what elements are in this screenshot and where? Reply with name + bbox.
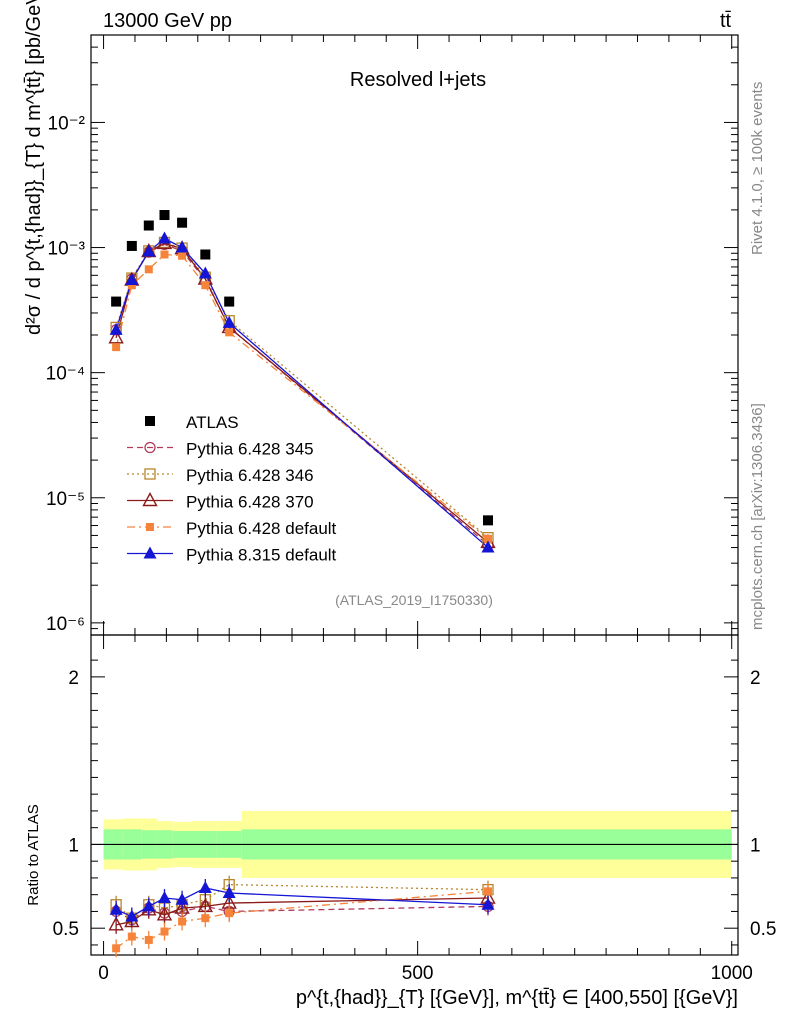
ratio-point [125, 909, 139, 922]
ratio-panel: 0 500 1000 0.5 0.5 1 1 2 2 [53, 634, 776, 984]
data-point [108, 329, 124, 344]
ratio-point [198, 880, 212, 893]
ratio-point [142, 899, 156, 912]
legend-label: Pythia 6.428 345 [186, 440, 314, 459]
ratio-point [112, 944, 121, 953]
ratio-line [115, 890, 489, 949]
data-point [126, 240, 137, 251]
data-point [482, 515, 493, 526]
legend-label: ATLAS [186, 413, 239, 432]
ratio-frame [90, 634, 739, 956]
ratio-y-tick-label-right: 1 [750, 835, 761, 856]
data-point [160, 250, 169, 259]
legend-label: Pythia 8.315 default [186, 546, 337, 565]
analysis-id: (ATLAS_2019_I1750330) [335, 592, 493, 608]
legend-marker [145, 416, 155, 426]
data-point [142, 244, 156, 257]
legend-marker [142, 492, 158, 507]
series-line [115, 241, 489, 539]
ratio-point [201, 914, 210, 923]
data-point [224, 296, 235, 307]
data-point [111, 296, 122, 307]
data-point [483, 534, 492, 543]
ratio-point [481, 897, 495, 910]
data-point [143, 220, 154, 231]
beam-energy-label: 13000 GeV pp [103, 10, 232, 32]
data-point [200, 249, 211, 260]
ratio-y-tick-label: 2 [68, 668, 79, 689]
legend-label: Pythia 6.428 346 [186, 466, 314, 485]
legend: ATLAS Pythia 6.428 345 Pythia 6.428 346 Pyt… [127, 413, 337, 565]
data-point [109, 322, 123, 335]
data-point [144, 265, 153, 274]
data-point [177, 217, 188, 228]
ratio-xlabel: p^{t,{had}}_{T} [{GeV}], m^{tt̄} ∈ [400,… [296, 987, 738, 1009]
data-point [222, 315, 236, 328]
ratio-point [109, 902, 123, 915]
ratio-point [222, 886, 236, 899]
ratio-ylabel: Ratio to ATLAS [25, 804, 42, 905]
ratio-point [108, 916, 124, 931]
y-tick-label: 10⁻³ [48, 239, 86, 260]
x-tick-label: 0 [98, 963, 109, 984]
legend-marker [143, 546, 157, 559]
ratio-point [156, 906, 173, 921]
legend-label: Pythia 6.428 default [186, 519, 337, 538]
legend-marker [144, 468, 156, 480]
ratio-point [483, 887, 492, 896]
data-point [127, 281, 136, 290]
ratio-line [115, 905, 489, 921]
ratio-point [160, 927, 169, 936]
panel-title: Resolved l+jets [350, 69, 486, 91]
x-tick-label: 500 [402, 963, 434, 984]
legend-marker [146, 523, 154, 531]
data-point [157, 231, 171, 244]
ratio-point [127, 932, 136, 941]
x-tick-label: 1000 [711, 963, 753, 984]
ratio-point [175, 892, 189, 905]
ratio-y-tick-label: 1 [68, 835, 79, 856]
data-point [198, 266, 212, 279]
data-point [159, 210, 170, 221]
ratio-y-tick-label-right: 0.5 [750, 919, 776, 940]
y-tick-label: 10⁻⁴ [46, 364, 85, 385]
data-point [175, 240, 189, 253]
mcplots-label: mcplots.cern.ch [arXiv:1306.3436] [749, 403, 766, 630]
legend-label: Pythia 6.428 370 [186, 493, 314, 512]
ratio-point [157, 891, 171, 904]
rivet-version: Rivet 4.1.0, ≥ 100k events [749, 82, 766, 255]
main-ylabel: d²σ / d p^{t,{had}}_{T} d m^{tt̄} [pb/Ge… [23, 0, 45, 335]
legend-marker [144, 441, 156, 454]
data-point [481, 540, 495, 553]
data-point [112, 343, 121, 352]
ratio-y-tick-label-right: 2 [750, 668, 761, 689]
data-point [225, 328, 234, 337]
ratio-point [144, 935, 153, 944]
process-label: tt̄ [720, 10, 732, 32]
data-point [178, 251, 187, 260]
ratio-point [225, 909, 234, 918]
y-tick-label: 10⁻⁵ [46, 489, 85, 510]
y-tick-label: 10⁻⁶ [46, 614, 85, 635]
data-point [125, 273, 139, 286]
data-point [201, 281, 210, 290]
y-tick-label: 10⁻² [48, 113, 86, 134]
ratio-y-tick-label: 0.5 [53, 919, 79, 940]
ratio-point [178, 917, 187, 926]
main-panel: 10⁻⁶ 10⁻⁵ 10⁻⁴ 10⁻³ 10⁻² [46, 34, 739, 636]
